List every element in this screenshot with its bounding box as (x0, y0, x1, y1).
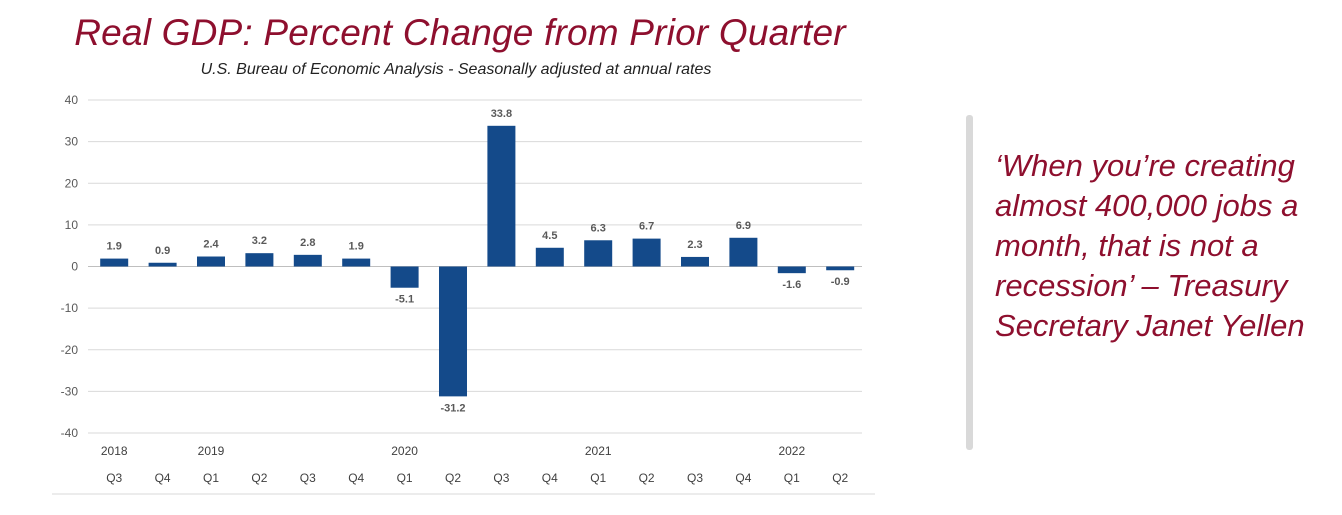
x-tick-label: Q4 (348, 471, 364, 485)
chart-subtitle: U.S. Bureau of Economic Analysis - Seaso… (200, 61, 712, 78)
y-tick-label: 0 (71, 260, 78, 274)
data-label: 4.5 (542, 230, 557, 242)
bar (390, 266, 419, 288)
x-axis-ticks: Q3 Q4 Q1 Q2 Q3 Q4 Q1 Q2 Q3 Q4 Q1 Q2 Q3 Q4 Q1 Q2 (106, 471, 848, 485)
x-tick-label: Q1 (397, 471, 413, 485)
data-label: 2.4 (203, 239, 219, 251)
bar (729, 237, 758, 267)
x-tick-label: Q3 (106, 471, 122, 485)
quote-accent-bar (966, 115, 973, 450)
x-tick-label: Q3 (300, 471, 316, 485)
data-label: -0.9 (831, 276, 850, 288)
bar (535, 247, 564, 267)
bar (439, 266, 467, 397)
year-label: 2019 (198, 444, 225, 458)
bar (245, 253, 274, 267)
y-tick-label: -20 (61, 343, 79, 357)
y-axis-ticks: 40 30 20 10 0 -10 -20 -30 -40 (61, 93, 79, 440)
x-tick-label: Q2 (251, 471, 267, 485)
y-tick-label: -30 (61, 384, 79, 398)
y-tick-label: 40 (65, 93, 79, 107)
bar (584, 240, 613, 267)
x-tick-label: Q4 (542, 471, 558, 485)
year-label: 2022 (778, 444, 805, 458)
y-tick-label: -40 (61, 426, 79, 440)
data-label: 0.9 (155, 245, 170, 257)
x-tick-label: Q1 (590, 471, 606, 485)
bar (777, 266, 806, 274)
x-tick-label: Q2 (639, 471, 655, 485)
x-tick-label: Q3 (687, 471, 703, 485)
year-label: 2018 (101, 444, 128, 458)
data-label: 3.2 (252, 235, 267, 247)
bar (681, 256, 709, 267)
x-tick-label: Q4 (155, 471, 171, 485)
x-tick-label: Q4 (735, 471, 751, 485)
bars (100, 125, 855, 397)
bar (148, 262, 177, 267)
y-tick-label: 30 (65, 135, 79, 149)
chart-title: Real GDP: Percent Change from Prior Quar… (74, 12, 846, 53)
y-tick-label: 10 (65, 218, 79, 232)
x-tick-label: Q2 (832, 471, 848, 485)
data-label: 6.3 (591, 222, 606, 234)
x-tick-label: Q2 (445, 471, 461, 485)
data-label: 33.8 (491, 108, 512, 120)
x-tick-label: Q3 (493, 471, 509, 485)
bar (197, 256, 225, 267)
year-label: 2021 (585, 444, 612, 458)
data-labels: 1.9 0.9 2.4 3.2 2.8 1.9 -5.1 -31.2 33.8 4.5 6.3 6.7… (107, 108, 850, 415)
data-label: 1.9 (107, 241, 122, 253)
data-label: 6.7 (639, 221, 654, 233)
data-label: 2.8 (300, 237, 315, 249)
bar (293, 254, 322, 267)
quote-text: ‘When you’re creating almost 400,000 job… (995, 148, 1305, 343)
data-label: 2.3 (687, 239, 702, 251)
year-labels: 2018 2019 2020 2021 2022 (101, 444, 806, 458)
year-label: 2020 (391, 444, 418, 458)
x-tick-label: Q1 (784, 471, 800, 485)
y-tick-label: -10 (61, 301, 79, 315)
bar (487, 125, 516, 267)
x-tick-label: Q1 (203, 471, 219, 485)
data-label: -1.6 (782, 279, 801, 291)
gridlines (52, 99, 875, 495)
bar (826, 266, 855, 271)
bar (100, 258, 129, 267)
bar (632, 238, 661, 267)
data-label: 6.9 (736, 220, 751, 232)
y-tick-label: 20 (65, 176, 79, 190)
data-label: -5.1 (395, 294, 414, 306)
bar (342, 258, 371, 267)
data-label: -31.2 (440, 402, 465, 414)
data-label: 1.9 (349, 241, 364, 253)
